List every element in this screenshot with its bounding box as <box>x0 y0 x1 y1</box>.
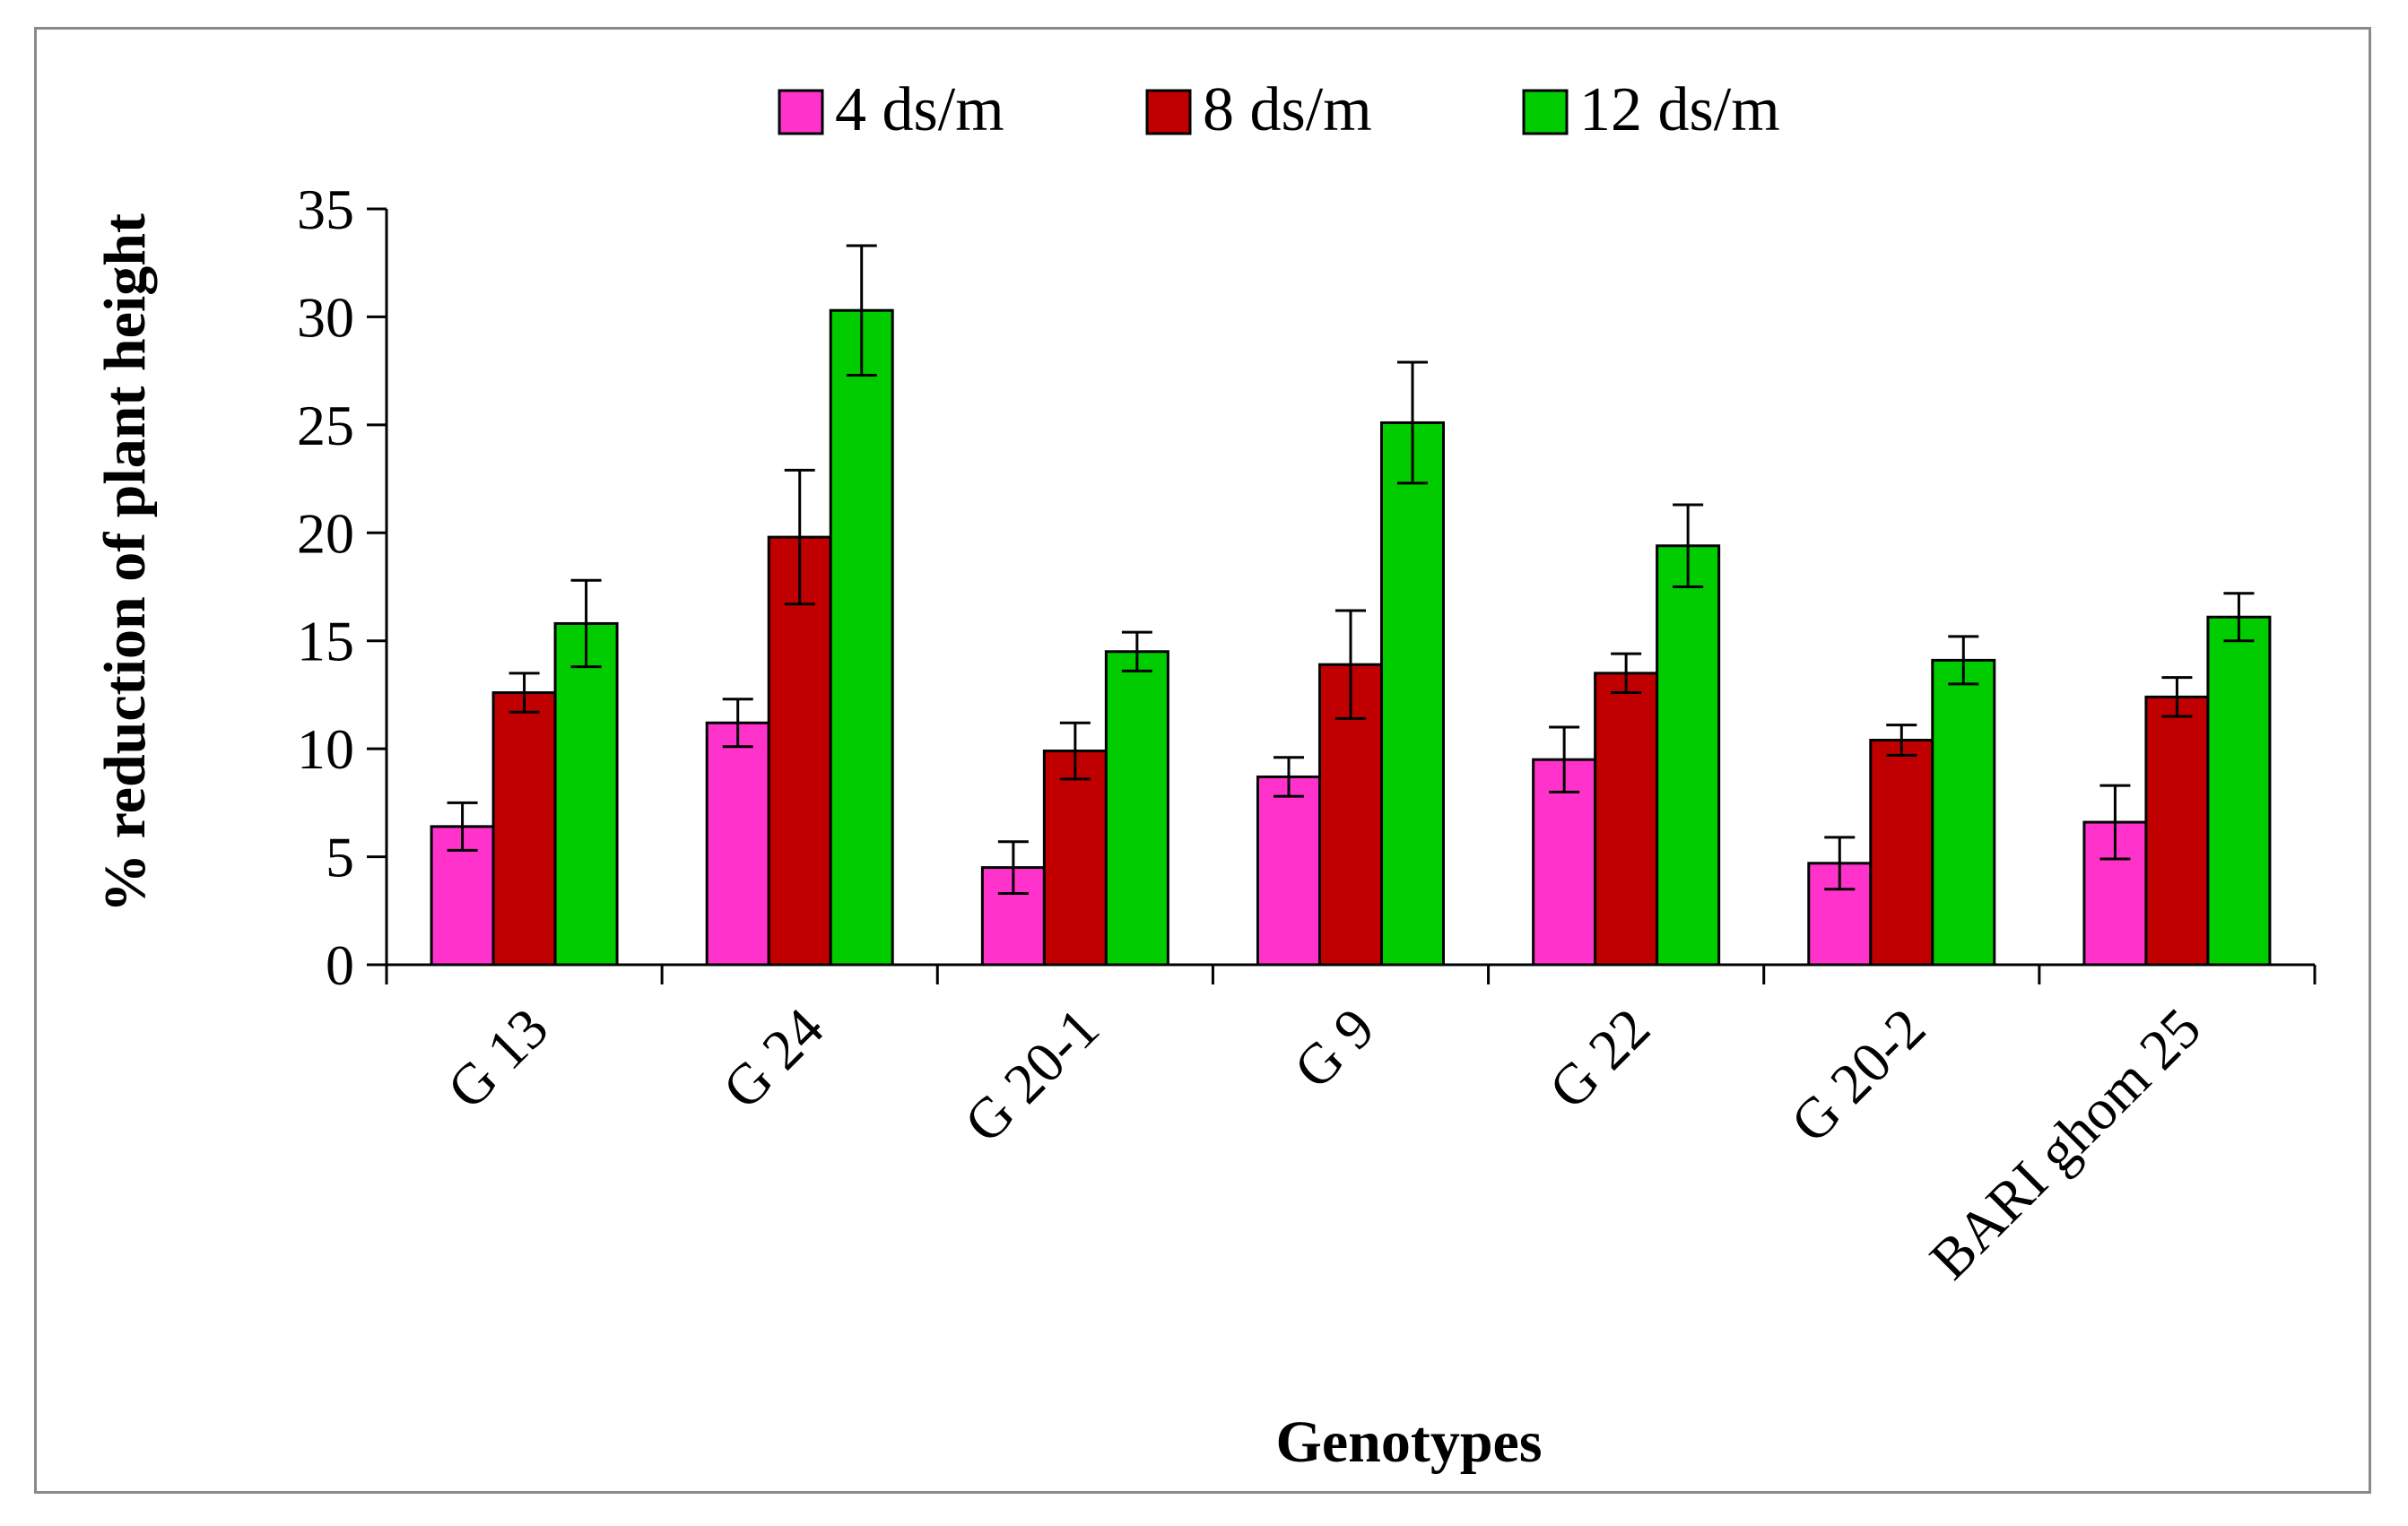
bars <box>430 308 2272 967</box>
bar-12-ds-m <box>1104 650 1169 967</box>
y-tick-label: 20 <box>297 501 354 565</box>
bar-12-ds-m <box>829 308 894 967</box>
bar-12-ds-m <box>1656 544 1721 967</box>
x-category-label: G 13 <box>435 996 560 1121</box>
x-axis-title: Genotypes <box>1276 1409 1543 1475</box>
y-tick-label: 25 <box>297 394 354 457</box>
y-tick-label: 35 <box>297 178 354 241</box>
y-tick-label: 15 <box>297 610 354 673</box>
bar-4-ds-m <box>1532 758 1597 967</box>
bar-8-ds-m <box>491 691 557 967</box>
legend-swatch <box>778 89 824 135</box>
bar-8-ds-m <box>1869 739 1934 967</box>
legend-label: 8 ds/m <box>1203 75 1372 144</box>
x-category-label: G 20-2 <box>1778 996 1937 1155</box>
x-category-label: G 9 <box>1282 996 1387 1101</box>
y-axis-title: % reduction of plant height <box>92 213 158 913</box>
legend-label: 4 ds/m <box>835 75 1004 144</box>
legend-label: 12 ds/m <box>1579 75 1780 144</box>
bar-12-ds-m <box>1931 658 1996 967</box>
bar-8-ds-m <box>2144 695 2210 967</box>
bar-12-ds-m <box>2206 615 2272 967</box>
bar-4-ds-m <box>705 721 770 967</box>
y-tick-label: 30 <box>297 285 354 349</box>
x-category-label: G 24 <box>710 996 835 1121</box>
legend-swatch <box>1145 89 1192 135</box>
chart-frame: 4 ds/m 8 ds/m 12 ds/m 0 5 10 15 20 25 30 35 G 13 G… <box>34 27 2371 1494</box>
x-category-label: BARI ghom 25 <box>1917 996 2212 1291</box>
y-tick-label: 5 <box>326 826 354 889</box>
legend: 4 ds/m 8 ds/m 12 ds/m <box>778 75 1780 144</box>
x-category-label: G 20-1 <box>952 996 1111 1155</box>
y-axis: 0 5 10 15 20 25 30 35 <box>297 178 388 997</box>
bar-8-ds-m <box>1042 750 1108 967</box>
bar-4-ds-m <box>1256 775 1321 967</box>
y-tick-label: 0 <box>326 933 354 997</box>
error-bars <box>447 244 2255 896</box>
legend-swatch <box>1522 89 1569 135</box>
y-tick-label: 10 <box>297 717 354 781</box>
bar-12-ds-m <box>1380 421 1445 967</box>
bar-8-ds-m <box>1594 672 1659 967</box>
x-category-label: G 22 <box>1537 996 1662 1121</box>
bar-12-ds-m <box>553 621 619 967</box>
